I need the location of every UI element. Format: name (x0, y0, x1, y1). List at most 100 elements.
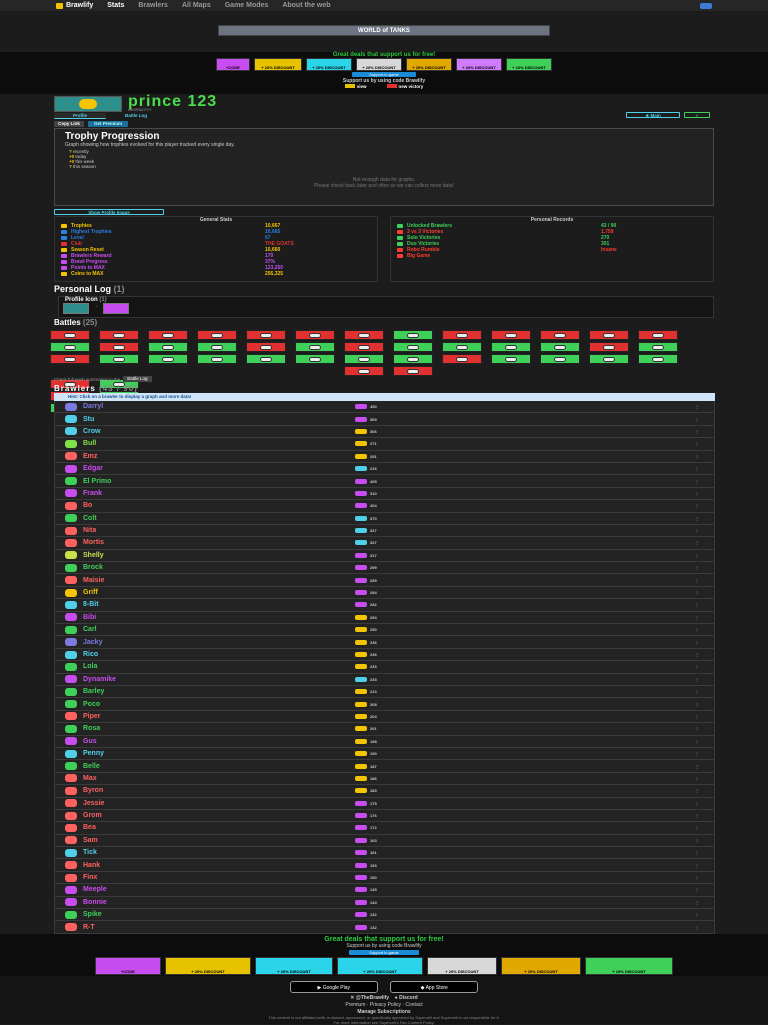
deal-tile[interactable]: +CODE (95, 957, 161, 975)
battle-cell[interactable] (393, 342, 433, 352)
battle-cell[interactable] (295, 330, 335, 340)
battle-cell[interactable] (491, 342, 531, 352)
more-icon[interactable]: ⋮ (695, 813, 699, 819)
more-icon[interactable]: ⋮ (695, 565, 699, 571)
deal-tile[interactable]: + 20% DISCOUNT (427, 957, 497, 975)
battle-cell[interactable] (197, 354, 237, 364)
brawler-row[interactable]: Tick 161 ⋮ (54, 847, 715, 860)
more-icon[interactable]: ⋮ (695, 602, 699, 608)
more-icon[interactable]: ⋮ (695, 738, 699, 744)
battle-cell[interactable] (540, 342, 580, 352)
brawler-row[interactable]: Nita 327 ⋮ (54, 524, 715, 538)
support-ingame-button-bottom[interactable]: Support in-game (349, 950, 419, 955)
brawler-row[interactable]: Colt 370 ⋮ (54, 512, 715, 525)
brawler-row[interactable]: Spike 132 ⋮ (54, 909, 715, 922)
app-store-button[interactable]: ◆ App Store (390, 981, 479, 993)
nav-link-brawlers[interactable]: Brawlers (138, 2, 168, 9)
battle-cell[interactable] (540, 354, 580, 364)
ad-banner[interactable]: WORLD of TANKS (218, 25, 550, 36)
brawler-row[interactable]: Finx 150 ⋮ (54, 871, 715, 885)
x-social-link[interactable]: ✕ @TheBrawlify (350, 995, 390, 1001)
more-icon[interactable]: ⋮ (695, 478, 699, 484)
battle-cell[interactable] (491, 354, 531, 364)
more-icon[interactable]: ⋮ (695, 664, 699, 670)
main-button[interactable]: ★ Main (626, 112, 680, 118)
nav-link-stats[interactable]: Stats (107, 2, 125, 9)
battle-cell[interactable] (99, 330, 139, 340)
more-icon[interactable]: ⋮ (695, 825, 699, 831)
more-icon[interactable]: ⋮ (695, 763, 699, 769)
battle-cell[interactable] (442, 330, 482, 340)
more-icon[interactable]: ⋮ (695, 590, 699, 596)
google-play-button[interactable]: ▶ Google Play (289, 981, 378, 993)
brand-logo[interactable]: Brawlify (56, 2, 93, 9)
battle-cell[interactable] (589, 330, 629, 340)
more-icon[interactable]: ⋮ (695, 899, 699, 905)
brawler-row[interactable]: 8-Bit 282 ⋮ (54, 599, 715, 612)
brawler-row[interactable]: Griff 284 ⋮ (54, 586, 715, 600)
more-icon[interactable]: ⋮ (695, 428, 699, 434)
battle-cell[interactable] (638, 354, 678, 364)
brawler-row[interactable]: Bonnie 144 ⋮ (54, 896, 715, 910)
battle-cell[interactable] (442, 342, 482, 352)
brawler-row[interactable]: Emz 251 ⋮ (54, 450, 715, 463)
battle-cell[interactable] (148, 330, 188, 340)
battle-cell[interactable] (50, 330, 90, 340)
brawler-row[interactable]: Bo 404 ⋮ (54, 500, 715, 513)
battle-cell[interactable] (99, 354, 139, 364)
brawler-row[interactable]: Max 186 ⋮ (54, 772, 715, 786)
brawler-row[interactable]: Penny 190 ⋮ (54, 747, 715, 761)
language-flag-icon[interactable] (700, 3, 712, 9)
more-icon[interactable]: ⋮ (695, 577, 699, 583)
deal-tile[interactable]: +CODE (216, 58, 250, 71)
battle-cell[interactable] (638, 330, 678, 340)
deal-tile[interactable]: + 20% DISCOUNT (406, 58, 452, 71)
battle-cell[interactable] (197, 330, 237, 340)
brawler-row[interactable]: Frank 310 ⋮ (54, 487, 715, 501)
brawler-row[interactable]: Barley 213 ⋮ (54, 685, 715, 699)
brawler-row[interactable]: Mortis 327 ⋮ (54, 537, 715, 550)
battle-cell[interactable] (148, 354, 188, 364)
copy-link-button[interactable]: Copy Link (54, 121, 84, 127)
discord-link[interactable]: ● Discord (394, 995, 418, 1001)
battle-cell[interactable] (50, 342, 90, 352)
check-icon[interactable]: ✓ (684, 112, 710, 118)
footer-links[interactable]: Premium · Privacy Policy · Contact (345, 1002, 423, 1008)
battle-cell[interactable] (50, 379, 90, 389)
battle-cell[interactable] (442, 354, 482, 364)
deal-link-new-victory[interactable]: new victory (386, 84, 423, 89)
more-icon[interactable]: ⋮ (695, 528, 699, 534)
brawler-row[interactable]: Maisie 289 ⋮ (54, 574, 715, 587)
battle-cell[interactable] (295, 354, 335, 364)
brawler-row[interactable]: Byron 183 ⋮ (54, 785, 715, 798)
nav-link-game-modes[interactable]: Game Modes (224, 2, 269, 9)
more-icon[interactable]: ⋮ (695, 875, 699, 881)
brawler-row[interactable]: Crow 306 ⋮ (54, 425, 715, 439)
tab-profile[interactable]: Profile (54, 113, 106, 119)
tab-battle-log[interactable]: Battle Log (125, 113, 147, 118)
more-icon[interactable]: ⋮ (695, 837, 699, 843)
more-icon[interactable]: ⋮ (695, 689, 699, 695)
deal-tile[interactable]: + 20% DISCOUNT (254, 58, 302, 71)
more-icon[interactable]: ⋮ (695, 627, 699, 633)
more-icon[interactable]: ⋮ (695, 614, 699, 620)
more-icon[interactable]: ⋮ (695, 515, 699, 521)
more-icon[interactable]: ⋮ (695, 453, 699, 459)
battle-cell[interactable] (540, 330, 580, 340)
battle-cell[interactable] (99, 342, 139, 352)
support-ingame-button[interactable]: Support in-game (352, 72, 416, 77)
brawler-row[interactable]: Grom 176 ⋮ (54, 809, 715, 823)
brawler-row[interactable]: El Primo 405 ⋮ (54, 475, 715, 488)
battle-cell[interactable] (491, 330, 531, 340)
brawler-row[interactable]: Lola 233 ⋮ (54, 661, 715, 674)
brawler-row[interactable]: Edgar 216 ⋮ (54, 462, 715, 476)
show-profile-image-button[interactable]: Show Profile Image (54, 209, 164, 215)
deal-link-view[interactable]: view (344, 84, 367, 89)
brawler-row[interactable]: Bibi 254 ⋮ (54, 611, 715, 625)
brawler-row[interactable]: Bea 172 ⋮ (54, 822, 715, 835)
brawler-row[interactable]: Stu 369 ⋮ (54, 413, 715, 426)
battle-cell[interactable] (246, 354, 286, 364)
brawler-row[interactable]: Rico 236 ⋮ (54, 648, 715, 662)
more-icon[interactable]: ⋮ (695, 862, 699, 868)
brawler-row[interactable]: Brock 299 ⋮ (54, 562, 715, 575)
